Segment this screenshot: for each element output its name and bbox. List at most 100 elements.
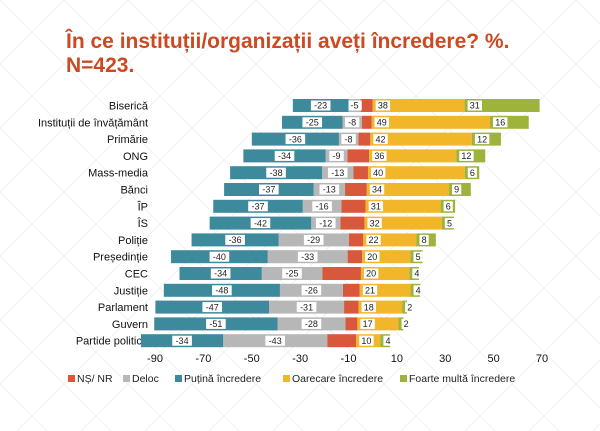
data-label-bg-putina-incredere-biserica (310, 100, 331, 111)
x-tick-label-10: 10 (391, 353, 403, 365)
data-label-bg-putina-incredere-guvern (206, 318, 226, 329)
data-label-bg-foarte-multa-incredere-politie (419, 234, 429, 245)
bar-ns-nr-is (340, 216, 365, 230)
category-label-biserica: Biserică (109, 101, 149, 113)
data-label-bg-putina-incredere-institutii-de-invatamant (302, 117, 323, 128)
data-label-oarecare-incredere-biserica: 38 (378, 101, 388, 111)
bar-oarecare-incredere-banci (366, 183, 450, 196)
data-label-bg-foarte-multa-incredere-institutii-de-invatamant (493, 117, 508, 128)
bar-foarte-multa-incredere-guvern (398, 317, 404, 331)
data-label-bg-deloc-presedintie (297, 251, 318, 262)
bar-oarecare-incredere-institutii-de-invatamant (371, 115, 491, 129)
category-label-banci: Bănci (120, 185, 148, 197)
data-label-bg-deloc-guvern (301, 318, 322, 329)
data-label-bg-putina-incredere-ip (248, 201, 268, 212)
data-label-bg-oarecare-incredere-politie (366, 234, 381, 245)
data-label-bg-deloc-biserica (347, 100, 362, 111)
data-label-bg-foarte-multa-incredere-primarie (474, 134, 490, 145)
data-label-foarte-multa-incredere-ip: 6 (446, 202, 451, 212)
bar-ns-nr-partide-politice (327, 334, 357, 348)
bar-ns-nr-guvern (345, 317, 358, 331)
data-label-oarecare-incredere-justitie: 21 (365, 286, 375, 296)
data-label-deloc-justitie: -26 (305, 286, 318, 296)
legend-swatch-ns-nr (68, 375, 75, 382)
data-label-oarecare-incredere-politie: 22 (368, 235, 378, 245)
chart-title: În ce instituții/organizații aveți încre… (66, 30, 576, 78)
data-label-bg-oarecare-incredere-mass-media (370, 167, 386, 178)
data-label-bg-oarecare-incredere-partide-politice (359, 335, 374, 346)
data-label-deloc-partide-politice: -43 (269, 336, 282, 346)
bar-oarecare-incredere-primarie (370, 132, 472, 146)
data-label-deloc-guvern: -28 (305, 319, 318, 329)
data-label-bg-deloc-primarie (341, 134, 356, 145)
data-label-deloc-cec: -25 (285, 269, 298, 279)
data-label-bg-putina-incredere-primarie (285, 134, 306, 145)
data-label-bg-foarte-multa-incredere-ong (459, 150, 474, 161)
bar-ns-nr-cec (322, 267, 361, 280)
x-tick-label-minus-10: -10 (341, 353, 357, 365)
legend-swatch-oarecare-incredere (283, 375, 290, 382)
data-label-oarecare-incredere-primarie: 42 (376, 134, 386, 144)
data-label-foarte-multa-incredere-cec: 4 (414, 269, 419, 279)
data-label-bg-oarecare-incredere-institutii-de-invatamant (374, 117, 389, 128)
data-label-oarecare-incredere-parlament: 18 (364, 302, 374, 312)
category-label-parlament: Parlament (98, 302, 148, 314)
legend-swatch-deloc (123, 375, 130, 382)
data-label-putina-incredere-institutii-de-invatamant: -25 (306, 118, 319, 128)
data-label-oarecare-incredere-banci: 34 (372, 185, 382, 195)
category-label-ong: ONG (123, 151, 148, 163)
x-tick-label-50: 50 (488, 353, 500, 365)
data-label-bg-putina-incredere-is (250, 218, 271, 229)
data-label-bg-foarte-multa-incredere-presedintie (413, 251, 423, 262)
bar-ns-nr-banci (345, 183, 367, 196)
data-label-bg-foarte-multa-incredere-is (444, 218, 455, 229)
data-label-bg-deloc-is (315, 218, 336, 229)
data-label-deloc-biserica: -5 (351, 101, 359, 111)
data-label-oarecare-incredere-guvern: 17 (363, 319, 373, 329)
bar-oarecare-incredere-biserica (372, 99, 465, 112)
data-label-bg-deloc-ong (329, 150, 344, 161)
category-label-is: ÎS (137, 217, 148, 230)
category-label-guvern: Guvern (112, 319, 148, 331)
category-label-cec: CEC (125, 269, 148, 281)
data-label-bg-deloc-cec (282, 268, 302, 279)
data-label-bg-deloc-ip (312, 201, 332, 212)
category-label-primarie: Primărie (107, 134, 148, 146)
x-tick-label-minus-90: -90 (147, 353, 163, 365)
category-label-justitie: Justiție (114, 285, 148, 297)
data-label-bg-foarte-multa-incredere-parlament (405, 302, 415, 313)
bar-ns-nr-parlament (344, 300, 359, 314)
x-tick-label-30: 30 (439, 353, 451, 365)
data-label-foarte-multa-incredere-institutii-de-invatamant: 16 (495, 118, 505, 128)
data-label-bg-deloc-politie (303, 234, 324, 245)
bar-oarecare-incredere-mass-media (367, 166, 465, 180)
data-label-foarte-multa-incredere-banci: 9 (454, 185, 459, 195)
data-label-foarte-multa-incredere-is: 5 (447, 218, 452, 228)
data-label-bg-foarte-multa-incredere-banci (452, 184, 462, 195)
data-label-bg-oarecare-incredere-parlament (361, 302, 376, 313)
data-label-bg-oarecare-incredere-justitie (362, 285, 378, 296)
data-label-deloc-mass-media: -13 (331, 168, 344, 178)
data-label-oarecare-incredere-presedintie: 20 (367, 252, 377, 262)
data-label-bg-oarecare-incredere-ip (368, 201, 384, 212)
data-label-bg-deloc-partide-politice (265, 335, 285, 346)
data-label-bg-foarte-multa-incredere-mass-media (467, 167, 477, 178)
bar-oarecare-incredere-ong (369, 149, 457, 163)
data-label-foarte-multa-incredere-ong: 12 (461, 151, 471, 161)
data-label-bg-deloc-justitie (301, 285, 322, 296)
data-label-foarte-multa-incredere-primarie: 12 (477, 134, 487, 144)
data-label-putina-incredere-biserica: -23 (314, 101, 327, 111)
data-label-deloc-ip: -16 (316, 202, 329, 212)
data-label-foarte-multa-incredere-politie: 8 (422, 235, 427, 245)
x-tick-label-minus-70: -70 (195, 353, 211, 365)
data-label-foarte-multa-incredere-guvern: 2 (404, 319, 409, 329)
data-label-bg-oarecare-incredere-presedintie (365, 251, 380, 262)
bar-ns-nr-biserica (360, 99, 373, 112)
bar-ns-nr-mass-media (353, 166, 368, 180)
data-label-deloc-primarie: -8 (345, 134, 353, 144)
data-label-bg-oarecare-incredere-banci (369, 184, 385, 195)
data-label-putina-incredere-ip: -37 (251, 202, 264, 212)
data-label-foarte-multa-incredere-biserica: 31 (470, 101, 480, 111)
category-label-partide-politice: Partide politice (76, 336, 148, 348)
chart-title-line2: N=423. (66, 54, 135, 77)
